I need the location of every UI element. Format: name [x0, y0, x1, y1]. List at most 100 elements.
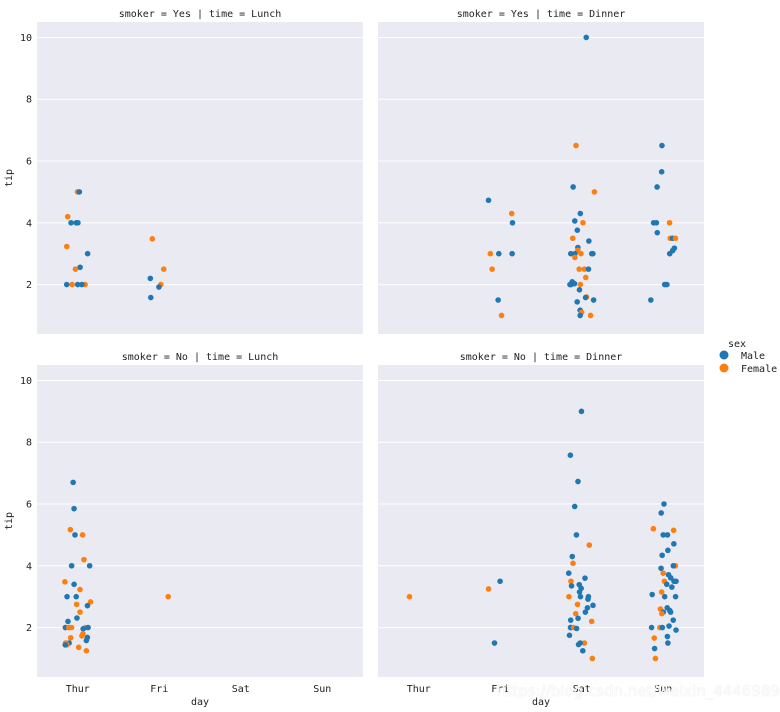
- data-point: [586, 238, 592, 244]
- data-point: [63, 281, 70, 288]
- data-point: [495, 250, 502, 257]
- data-point: [673, 578, 679, 585]
- y-tick-label: 8: [26, 95, 32, 106]
- x-axis-label: day: [191, 697, 209, 708]
- data-point: [570, 184, 576, 190]
- data-point: [658, 610, 665, 617]
- data-point: [649, 591, 655, 598]
- data-point: [569, 553, 576, 560]
- data-point: [569, 235, 576, 242]
- legend-label: Male: [741, 351, 765, 362]
- data-point: [485, 586, 492, 592]
- data-point: [76, 189, 83, 195]
- data-point: [573, 142, 579, 149]
- data-point: [495, 297, 501, 303]
- data-point: [576, 266, 582, 272]
- y-tick-label: 2: [26, 280, 32, 291]
- data-point: [667, 609, 674, 615]
- data-point: [585, 596, 591, 602]
- data-point: [576, 589, 583, 595]
- panel-title: smoker = No | time = Lunch: [122, 352, 279, 363]
- watermark-text: https://blog.csdn.net/weixin_44469890: [497, 682, 780, 700]
- data-point: [68, 219, 74, 226]
- data-point: [664, 633, 671, 640]
- data-point: [75, 219, 81, 226]
- data-point: [660, 570, 666, 577]
- data-point: [665, 547, 671, 554]
- data-point: [659, 142, 665, 149]
- data-point: [651, 645, 658, 652]
- x-tick-label: Sat: [232, 684, 250, 695]
- y-tick-label: 2: [26, 623, 32, 634]
- data-point: [77, 264, 83, 271]
- data-point: [62, 642, 69, 648]
- data-point: [77, 586, 83, 593]
- data-point: [75, 644, 82, 651]
- panel-title: smoker = No | time = Dinner: [460, 352, 623, 363]
- data-point: [658, 565, 664, 572]
- data-point: [565, 570, 572, 577]
- legend-marker: [719, 350, 729, 360]
- data-point: [165, 593, 172, 600]
- data-point: [567, 452, 574, 459]
- data-point: [581, 640, 588, 646]
- data-point: [67, 634, 74, 641]
- x-tick-label: Thur: [66, 684, 90, 695]
- data-point: [67, 526, 74, 533]
- panel-title: smoker = Yes | time = Dinner: [457, 9, 626, 20]
- data-point: [160, 266, 167, 272]
- data-point: [575, 641, 582, 648]
- y-tick-label: 6: [26, 500, 32, 511]
- data-point: [571, 503, 578, 510]
- data-point: [670, 527, 677, 534]
- data-point: [586, 542, 593, 548]
- data-point: [80, 626, 86, 632]
- data-point: [590, 602, 596, 609]
- data-point: [62, 579, 68, 585]
- data-point: [79, 281, 85, 288]
- data-point: [583, 34, 590, 41]
- data-point: [73, 601, 80, 608]
- data-point: [654, 184, 660, 190]
- data-point: [567, 281, 573, 288]
- data-point: [673, 627, 679, 633]
- y-tick-label: 8: [26, 438, 32, 449]
- data-point: [651, 635, 658, 641]
- data-point: [666, 623, 672, 629]
- data-point: [658, 169, 665, 175]
- data-point: [64, 593, 70, 600]
- data-point: [578, 408, 585, 415]
- panel-background: [37, 22, 363, 334]
- data-point: [79, 532, 86, 538]
- x-tick-label: Sun: [313, 684, 331, 695]
- panel-title: smoker = Yes | time = Lunch: [119, 9, 282, 20]
- data-point: [652, 655, 659, 662]
- legend-label: Female: [741, 364, 777, 375]
- data-point: [650, 525, 657, 532]
- data-point: [574, 601, 581, 608]
- data-point: [577, 312, 583, 319]
- data-point: [582, 294, 589, 301]
- data-point: [588, 250, 595, 257]
- data-point: [566, 632, 573, 639]
- y-axis-label: tip: [4, 169, 15, 187]
- data-point: [577, 593, 584, 600]
- data-point: [566, 593, 572, 600]
- data-point: [670, 617, 677, 623]
- data-point: [669, 584, 675, 590]
- data-point: [577, 210, 584, 217]
- data-point: [85, 624, 91, 631]
- data-point: [86, 562, 93, 569]
- data-point: [575, 478, 581, 485]
- data-point: [571, 218, 578, 224]
- data-point: [580, 219, 586, 226]
- data-point: [648, 297, 654, 303]
- data-point: [74, 281, 81, 288]
- data-point: [567, 617, 574, 623]
- data-point: [485, 197, 492, 204]
- data-point: [87, 599, 94, 605]
- data-point: [147, 275, 154, 282]
- panel-background: [378, 22, 704, 334]
- data-point: [149, 236, 156, 242]
- data-point: [659, 624, 666, 631]
